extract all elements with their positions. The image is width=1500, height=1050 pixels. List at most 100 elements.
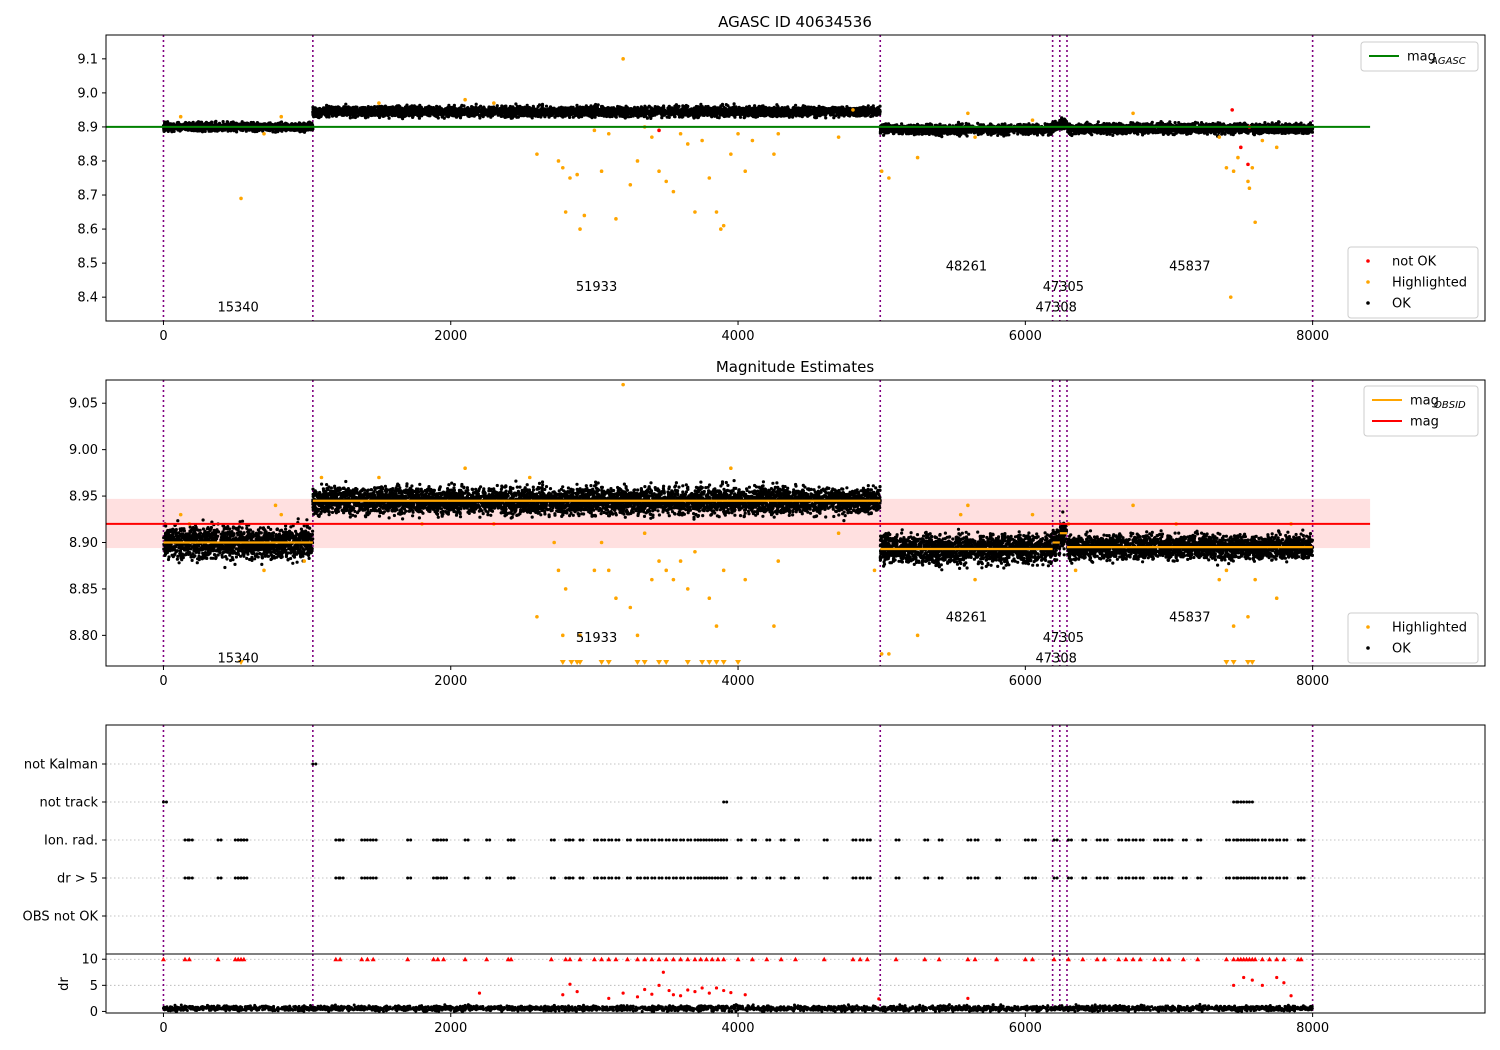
ok-point <box>261 129 265 133</box>
ok-point <box>539 115 543 119</box>
ok-point <box>515 104 519 108</box>
ok-point <box>253 122 257 126</box>
ok-point <box>273 122 277 126</box>
ok-point <box>824 116 828 120</box>
ok-point <box>405 104 409 108</box>
ok-point <box>536 104 540 109</box>
ok-point <box>596 103 600 107</box>
agasc-panel-title: AGASC ID 40634536 <box>718 13 872 31</box>
ok-point <box>550 111 554 115</box>
ok-point <box>263 122 267 126</box>
ok-point <box>163 120 167 124</box>
ok-point <box>435 104 439 108</box>
ok-point <box>514 102 518 106</box>
ok-point <box>238 122 243 126</box>
ok-point <box>575 103 579 107</box>
ok-point <box>279 120 284 124</box>
ok-point <box>311 105 315 109</box>
ok-point <box>266 128 270 132</box>
ok-point <box>660 106 664 110</box>
ok-point <box>344 102 348 106</box>
ok-point <box>207 129 211 133</box>
ok-point <box>225 120 229 124</box>
ok-point <box>258 127 262 131</box>
ok-point <box>818 113 822 117</box>
ok-point <box>221 120 225 124</box>
ok-point <box>239 128 243 132</box>
ok-point <box>309 122 313 126</box>
ok-point <box>578 105 582 109</box>
ok-point <box>648 115 652 119</box>
ok-point <box>276 121 280 125</box>
agasc-panel: AGASC ID 40634536 1534051933482614730847… <box>77 13 1486 344</box>
ok-point <box>878 104 882 108</box>
ok-point <box>732 102 736 106</box>
ok-point <box>249 122 253 126</box>
ok-point <box>495 104 499 108</box>
ok-point <box>198 127 202 131</box>
ok-point <box>478 116 482 120</box>
ok-point <box>247 128 251 132</box>
ok-point <box>184 128 188 132</box>
ok-point <box>533 113 537 117</box>
ok-point <box>246 121 250 125</box>
ok-point <box>474 102 478 106</box>
ok-point <box>759 106 763 110</box>
ok-point <box>834 114 838 118</box>
ok-point <box>636 107 640 111</box>
ok-point <box>523 105 527 109</box>
ok-point <box>204 121 208 125</box>
ok-point <box>614 115 618 119</box>
ok-point <box>794 103 798 107</box>
ok-point <box>324 109 328 113</box>
ok-point <box>298 129 302 133</box>
ok-point <box>178 129 182 133</box>
ok-point <box>837 113 841 117</box>
ok-point <box>308 128 312 132</box>
ok-point <box>871 104 875 108</box>
ok-point <box>544 104 549 108</box>
ok-point <box>221 123 225 127</box>
ok-point <box>194 128 198 132</box>
ok-point <box>275 129 279 133</box>
ok-point <box>624 104 628 108</box>
ok-point <box>292 128 297 133</box>
ok-point <box>234 127 239 131</box>
ok-point <box>235 130 239 134</box>
ok-point <box>244 129 248 133</box>
ok-point <box>783 106 787 110</box>
ok-point <box>213 123 217 127</box>
ok-point <box>233 122 237 126</box>
ok-point <box>419 105 423 109</box>
ok-point <box>203 129 207 133</box>
ok-point <box>866 104 870 108</box>
ok-point <box>398 105 402 109</box>
ok-point <box>540 102 545 106</box>
ok-point <box>290 127 294 131</box>
ok-point <box>295 123 299 127</box>
ok-point <box>190 128 194 132</box>
ok-point <box>717 116 721 120</box>
ok-point <box>373 112 377 116</box>
ok-point <box>191 121 195 125</box>
ok-point <box>223 128 227 132</box>
ok-point <box>304 123 308 127</box>
ok-point <box>707 106 711 110</box>
ok-point <box>745 105 749 109</box>
ok-point <box>589 104 593 108</box>
ok-point <box>500 104 504 109</box>
ok-point <box>296 127 300 131</box>
ok-point <box>810 111 814 115</box>
ok-point <box>348 116 352 120</box>
ok-point <box>168 123 172 127</box>
ok-point <box>200 128 204 132</box>
ok-point <box>285 122 289 126</box>
ok-point <box>477 106 481 110</box>
ok-point <box>681 114 685 118</box>
ok-point <box>290 122 294 126</box>
ok-point <box>600 104 605 109</box>
ok-point <box>774 106 779 111</box>
ok-point <box>300 122 305 126</box>
ok-point <box>229 120 233 125</box>
